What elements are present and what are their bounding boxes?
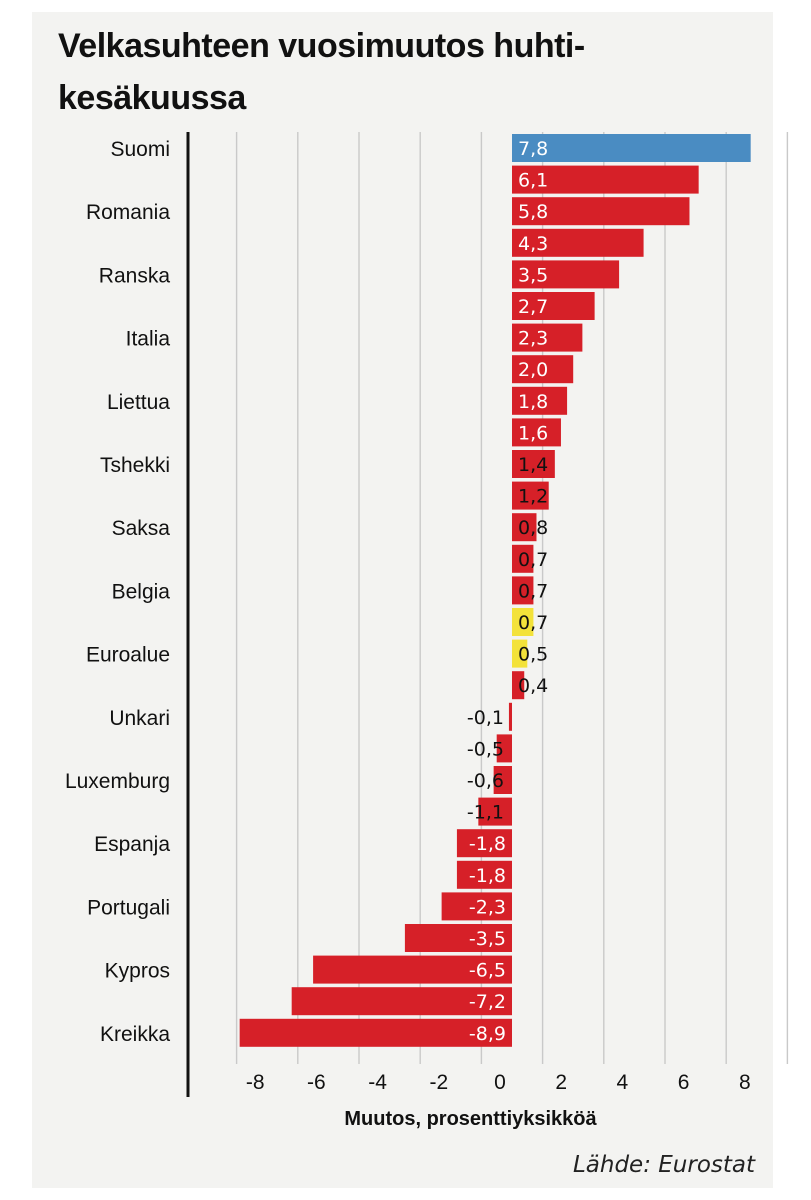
category-label: Kreikka [100, 1023, 170, 1046]
bar [404, 924, 512, 952]
chart-title: Velkasuhteen vuosimuutos huhti-kesäkuuss… [58, 27, 585, 117]
bar-value-label: -2,3 [469, 896, 506, 918]
bar [512, 260, 620, 289]
bar [512, 197, 690, 226]
source-note: Lähde: Eurostat [572, 1152, 755, 1178]
bar [512, 608, 534, 636]
category-label: Portugali [87, 896, 170, 919]
x-tick-label: 2 [555, 1071, 567, 1094]
category-label: Espanja [94, 833, 170, 856]
x-tick-label: -4 [368, 1071, 387, 1094]
bar [496, 734, 512, 763]
category-label: Saksa [112, 517, 171, 540]
x-axis-title: Muutos, prosenttiyksikköä [344, 1108, 597, 1130]
category-label: Belgia [112, 580, 171, 603]
bar [512, 165, 699, 194]
bar-value-label: 2,0 [518, 359, 548, 381]
bar [512, 386, 568, 415]
bar-value-label: -0,5 [467, 738, 504, 760]
bar [291, 987, 512, 1016]
bar-value-label: -6,5 [469, 960, 506, 982]
category-label: Romania [86, 201, 170, 224]
bar [512, 671, 525, 700]
category-label: Suomi [110, 138, 170, 161]
bar-value-label: -0,6 [467, 770, 504, 792]
category-label: Ranska [99, 264, 171, 287]
bar-value-label: -7,2 [469, 991, 506, 1013]
bar [512, 544, 534, 573]
bar [512, 134, 751, 162]
bar [512, 576, 534, 605]
category-label: Unkari [109, 707, 170, 730]
bar [512, 639, 528, 668]
bar-value-label: -8,9 [469, 1023, 506, 1045]
bar-value-label: 1,6 [518, 422, 548, 444]
bar-value-label: -1,1 [467, 802, 504, 824]
bar [456, 829, 512, 858]
bar-value-label: 0,4 [518, 675, 548, 697]
bar [441, 892, 512, 921]
bar [512, 323, 583, 352]
category-label: Luxemburg [65, 770, 170, 793]
bar [313, 955, 512, 984]
bar-value-label: 4,3 [518, 233, 548, 255]
category-label: Tshekki [100, 454, 170, 477]
bar [478, 797, 512, 826]
bar [512, 228, 644, 257]
x-tick-label: 6 [678, 1071, 690, 1094]
bar-value-label: 2,3 [518, 328, 548, 350]
bar-value-label: 7,8 [518, 138, 548, 160]
bar [512, 513, 537, 542]
category-label: Kypros [105, 960, 170, 983]
bar-value-label: 0,7 [518, 549, 548, 571]
bar [512, 355, 574, 384]
x-tick-label: -2 [429, 1071, 448, 1094]
bar-value-label: 0,8 [518, 517, 548, 539]
bar [493, 766, 512, 794]
bar [512, 450, 555, 478]
bar-value-label: 5,8 [518, 201, 548, 223]
category-label: Liettua [107, 391, 170, 414]
bar-value-label: 3,5 [518, 264, 548, 286]
category-label: Italia [126, 328, 171, 351]
bar-value-label: 1,8 [518, 391, 548, 413]
bar-value-label: -3,5 [469, 928, 506, 950]
x-tick-label: 8 [739, 1071, 751, 1094]
bar-value-label: 0,7 [518, 580, 548, 602]
bar-value-label: 0,7 [518, 612, 548, 634]
bar [456, 860, 512, 889]
x-tick-label: -6 [307, 1071, 326, 1094]
bar [508, 702, 512, 731]
x-tick-label: 0 [494, 1071, 506, 1094]
bar [512, 292, 595, 320]
bar-value-label: 1,4 [518, 454, 548, 476]
x-tick-label: -8 [246, 1071, 265, 1094]
bar [512, 481, 549, 510]
bar-value-label: 0,5 [518, 644, 548, 666]
bar-value-label: -1,8 [469, 833, 506, 855]
category-label: Euroalue [86, 644, 170, 667]
x-tick-label: 4 [617, 1071, 629, 1094]
bar [512, 418, 561, 447]
bar-value-label: -1,8 [469, 865, 506, 887]
bar-value-label: 2,7 [518, 296, 548, 318]
bar-value-label: 6,1 [518, 170, 548, 192]
bar-value-label: -0,1 [467, 707, 504, 729]
bar-value-label: 1,2 [518, 486, 548, 508]
bar [239, 1018, 512, 1047]
